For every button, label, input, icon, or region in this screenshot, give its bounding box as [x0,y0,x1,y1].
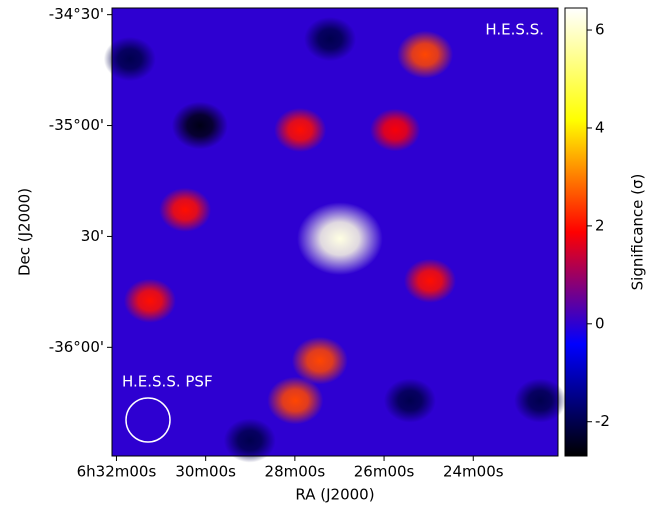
x-tick-label: 28m00s [265,463,326,481]
x-tick-label: 6h32m00s [77,463,157,481]
y-axis-title: Dec (J2000) [16,188,34,276]
significance-spot [397,30,454,79]
y-tick-label: -34°30' [49,5,104,23]
colorbar [564,7,588,457]
significance-spot [304,16,357,62]
x-tick-label: 24m00s [443,463,504,481]
significance-spot [370,108,421,152]
x-tick-label: 26m00s [354,463,415,481]
x-tick-label: 30m00s [175,463,236,481]
significance-spot [383,378,436,423]
colorbar-tick-label: -2 [595,412,610,430]
colorbar-title: Significance (σ) [629,174,647,291]
plot-frame [111,7,559,457]
colorbar-tick-label: 2 [595,216,605,234]
y-tick-label: -35°00' [49,116,104,134]
significance-spot [403,258,456,303]
significance-spot [267,376,324,425]
significance-spot [159,187,212,232]
psf-circle [125,397,171,443]
x-axis-title: RA (J2000) [295,486,374,504]
y-tick-label: 30' [81,227,104,245]
significance-spot [171,101,228,150]
significance-spot [297,202,383,276]
y-tick-label: -36°00' [49,338,104,356]
colorbar-tick-label: 6 [595,21,605,39]
significance-spot [291,336,348,385]
psf-label: H.E.S.S. PSF [122,373,213,391]
colorbar-tick-label: 0 [595,314,605,332]
colorbar-tick-label: 4 [595,118,605,136]
significance-spot [103,36,156,82]
annotation: H.E.S.S. [485,21,544,39]
significance-spot [123,278,176,323]
significance-spot [274,107,327,153]
significance-spot [223,418,276,463]
significance-spot [514,378,567,423]
